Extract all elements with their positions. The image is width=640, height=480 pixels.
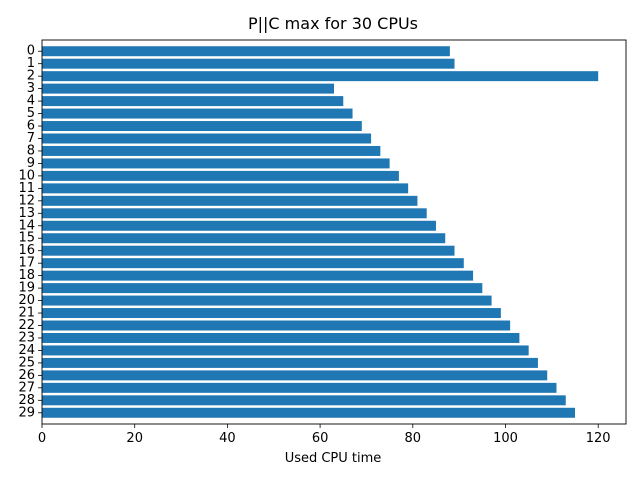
- bar-21: [42, 308, 501, 319]
- y-tick-label: 25: [18, 355, 35, 370]
- y-tick-label: 5: [27, 106, 35, 121]
- x-tick-label: 60: [312, 431, 329, 446]
- bar-25: [42, 357, 538, 368]
- bar-14: [42, 220, 436, 231]
- bar-5: [42, 108, 353, 119]
- bar-16: [42, 245, 455, 256]
- x-tick-label: 20: [126, 431, 143, 446]
- y-tick-label: 15: [18, 231, 35, 246]
- y-tick-label: 0: [27, 44, 35, 59]
- x-tick-label: 80: [405, 431, 422, 446]
- y-tick-label: 18: [18, 268, 35, 283]
- bar-17: [42, 258, 464, 269]
- bar-27: [42, 382, 557, 393]
- bar-11: [42, 183, 409, 194]
- y-tick-label: 2: [27, 69, 35, 84]
- y-tick-label: 11: [18, 181, 35, 196]
- y-tick-label: 9: [27, 156, 35, 171]
- y-tick-label: 16: [18, 243, 35, 258]
- y-tick-label: 22: [18, 318, 35, 333]
- y-tick-label: 21: [18, 306, 35, 321]
- bar-15: [42, 233, 446, 244]
- y-tick-label: 26: [18, 368, 35, 383]
- bars-group: [42, 46, 599, 418]
- y-tick-label: 8: [27, 143, 35, 158]
- bar-7: [42, 133, 372, 144]
- bar-0: [42, 46, 450, 57]
- bar-8: [42, 145, 381, 156]
- plot-frame: [41, 39, 627, 425]
- y-tick-label: 12: [18, 193, 35, 208]
- y-tick-label: 1: [27, 56, 35, 71]
- y-tick-label: 3: [27, 81, 35, 96]
- bar-19: [42, 283, 483, 294]
- bar-10: [42, 170, 399, 181]
- bar-4: [42, 96, 344, 107]
- bar-12: [42, 195, 418, 206]
- y-axis-ticks: 0123456789101112131415161718192021222324…: [18, 44, 42, 420]
- bar-24: [42, 345, 529, 356]
- y-tick-label: 28: [18, 393, 35, 408]
- x-axis-ticks: 0 20 40 60 80 100 120: [38, 424, 611, 446]
- bar-1: [42, 58, 455, 69]
- y-tick-label: 27: [18, 380, 35, 395]
- bar-28: [42, 395, 566, 406]
- y-tick-label: 17: [18, 256, 35, 271]
- y-tick-label: 6: [27, 119, 35, 134]
- bar-29: [42, 407, 576, 418]
- x-axis-label: Used CPU time: [285, 451, 382, 466]
- bar-2: [42, 71, 599, 82]
- y-tick-label: 10: [18, 168, 35, 183]
- bar-3: [42, 83, 334, 94]
- y-tick-label: 14: [18, 218, 35, 233]
- y-tick-label: 7: [27, 131, 35, 146]
- bar-9: [42, 158, 390, 169]
- chart-title: P||C max for 30 CPUs: [248, 14, 418, 33]
- y-tick-label: 24: [18, 343, 35, 358]
- bar-18: [42, 270, 474, 281]
- y-tick-label: 29: [18, 405, 35, 420]
- bar-6: [42, 121, 362, 132]
- y-tick-label: 19: [18, 281, 35, 296]
- bar-13: [42, 208, 427, 219]
- y-tick-label: 13: [18, 206, 35, 221]
- x-tick-label: 100: [493, 431, 518, 446]
- bar-20: [42, 295, 492, 306]
- x-tick-label: 40: [219, 431, 236, 446]
- y-tick-label: 20: [18, 293, 35, 308]
- y-tick-label: 23: [18, 330, 35, 345]
- bar-22: [42, 320, 511, 331]
- x-tick-label: 120: [586, 431, 611, 446]
- y-tick-label: 4: [27, 94, 35, 109]
- bar-23: [42, 332, 520, 343]
- x-tick-label: 0: [38, 431, 46, 446]
- bar-26: [42, 370, 548, 381]
